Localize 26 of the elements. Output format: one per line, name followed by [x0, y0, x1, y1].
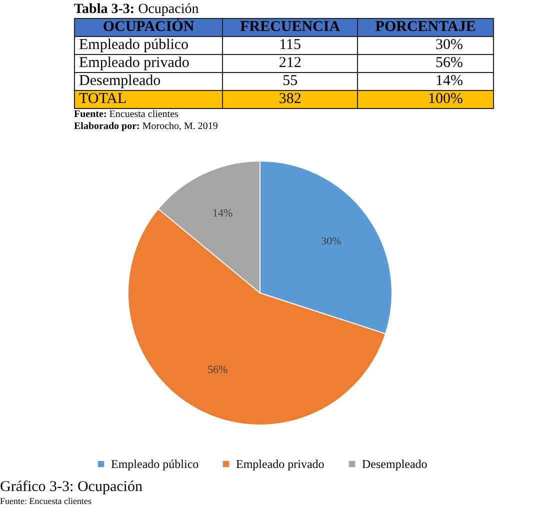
- data-label: 14%: [212, 207, 233, 220]
- text: 115: [222, 36, 358, 54]
- category-label: Empleado público: [74, 36, 223, 54]
- category-label: Empleado privado: [74, 54, 223, 72]
- text: FRECUENCIA: [222, 18, 358, 36]
- text: OCUPACIÓN: [74, 18, 223, 36]
- category-label: Desempleado: [74, 72, 223, 90]
- legend-label: Empleado público: [111, 457, 199, 472]
- text: PORCENTAJE: [358, 18, 494, 36]
- category-label: TOTAL: [74, 90, 223, 108]
- text: 56%: [358, 54, 494, 72]
- text: 30%: [358, 36, 494, 54]
- legend-label: Desempleado: [362, 457, 428, 472]
- text: Tabla 3-3: Ocupación: [74, 2, 200, 18]
- text: Elaborado por: Morocho, M. 2019: [74, 121, 219, 133]
- source-note: Fuente: Encuesta clientes: [0, 496, 92, 506]
- text: 55: [222, 72, 358, 90]
- text: Gráfico 3-3: Ocupación: [0, 479, 143, 495]
- text: 212: [222, 54, 358, 72]
- text: 100%: [358, 90, 494, 108]
- text: 14%: [358, 72, 494, 90]
- data-label: 56%: [208, 364, 228, 376]
- source-note: Fuente: Encuesta clientes: [74, 109, 180, 121]
- legend-label: Empleado privado: [236, 457, 324, 472]
- text: 382: [222, 90, 358, 108]
- data-label: 30%: [321, 235, 342, 248]
